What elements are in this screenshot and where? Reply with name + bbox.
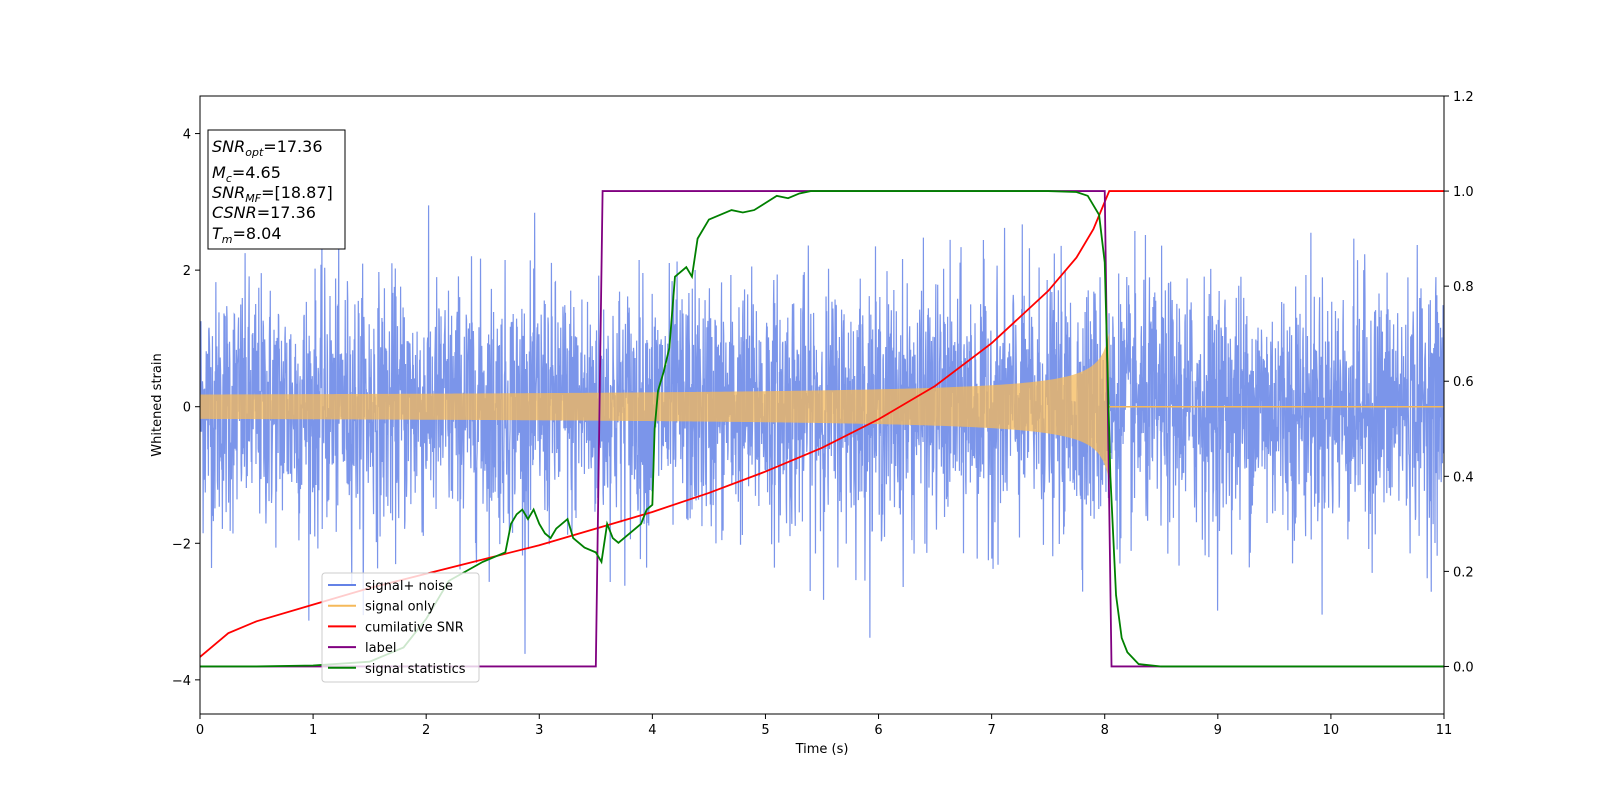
series-signal-statistics <box>200 190 1444 668</box>
x-tick-label: 8 <box>1101 723 1109 738</box>
x-tick-label: 3 <box>535 723 543 738</box>
x-tick-label: 0 <box>196 723 204 738</box>
y-left-tick-label: 0 <box>183 401 191 416</box>
y-right-tick-label: 0.6 <box>1453 375 1474 390</box>
y-left-tick-label: 4 <box>183 128 191 143</box>
x-tick-label: 10 <box>1323 723 1340 738</box>
annotation-csnr: CSNR=17.36 <box>212 203 316 222</box>
x-tick-label: 6 <box>874 723 882 738</box>
x-tick-label: 4 <box>648 723 656 738</box>
annotation-tm: Tm=8.04 <box>212 224 282 246</box>
series-signal-only <box>200 332 1110 482</box>
annotation-frame <box>207 129 346 250</box>
x-axis-label: Time (s) <box>795 742 849 757</box>
x-tick-label: 11 <box>1436 723 1453 738</box>
y-right-tick-label: 0.0 <box>1453 660 1474 675</box>
plot-frame <box>199 95 1445 715</box>
x-axis: 0 1 2 3 4 5 6 7 8 9 10 11 <box>196 714 1452 738</box>
legend-label: signal only <box>365 600 435 615</box>
annotation-box: SNRopt=17.36 Mc=4.65 SNRMF=[18.87] CSNR=… <box>207 129 346 250</box>
legend: signal+ noise signal only cumilative SNR la… <box>321 572 480 683</box>
y-axis-label: Whitened strain <box>150 353 165 456</box>
y-right-tick-label: 0.2 <box>1453 565 1474 580</box>
legend-frame <box>321 572 480 683</box>
y-axis-left: −4 −2 0 2 4 <box>172 128 200 689</box>
y-right-tick-label: 0.4 <box>1453 470 1474 485</box>
y-left-tick-label: 2 <box>183 264 191 279</box>
x-tick-label: 5 <box>761 723 769 738</box>
x-tick-label: 7 <box>987 723 995 738</box>
x-tick-label: 2 <box>422 723 430 738</box>
legend-label: signal+ noise <box>365 579 453 594</box>
y-right-tick-label: 0.8 <box>1453 280 1474 295</box>
y-right-tick-label: 1.2 <box>1453 90 1474 105</box>
legend-label: cumilative SNR <box>365 620 464 635</box>
y-left-tick-label: −2 <box>172 537 191 552</box>
x-tick-label: 1 <box>309 723 317 738</box>
annotation-mc: Mc=4.65 <box>212 163 281 185</box>
legend-label: signal statistics <box>365 662 466 677</box>
annotation-snr-mf: SNRMF=[18.87] <box>212 183 333 205</box>
y-right-tick-label: 1.0 <box>1453 185 1474 200</box>
annotation-snr-opt: SNRopt=17.36 <box>212 137 323 159</box>
y-axis-right: 0.0 0.2 0.4 0.6 0.8 1.0 1.2 <box>1444 90 1474 675</box>
x-tick-label: 9 <box>1214 723 1222 738</box>
legend-label: label <box>365 641 396 656</box>
y-left-tick-label: −4 <box>172 674 191 689</box>
